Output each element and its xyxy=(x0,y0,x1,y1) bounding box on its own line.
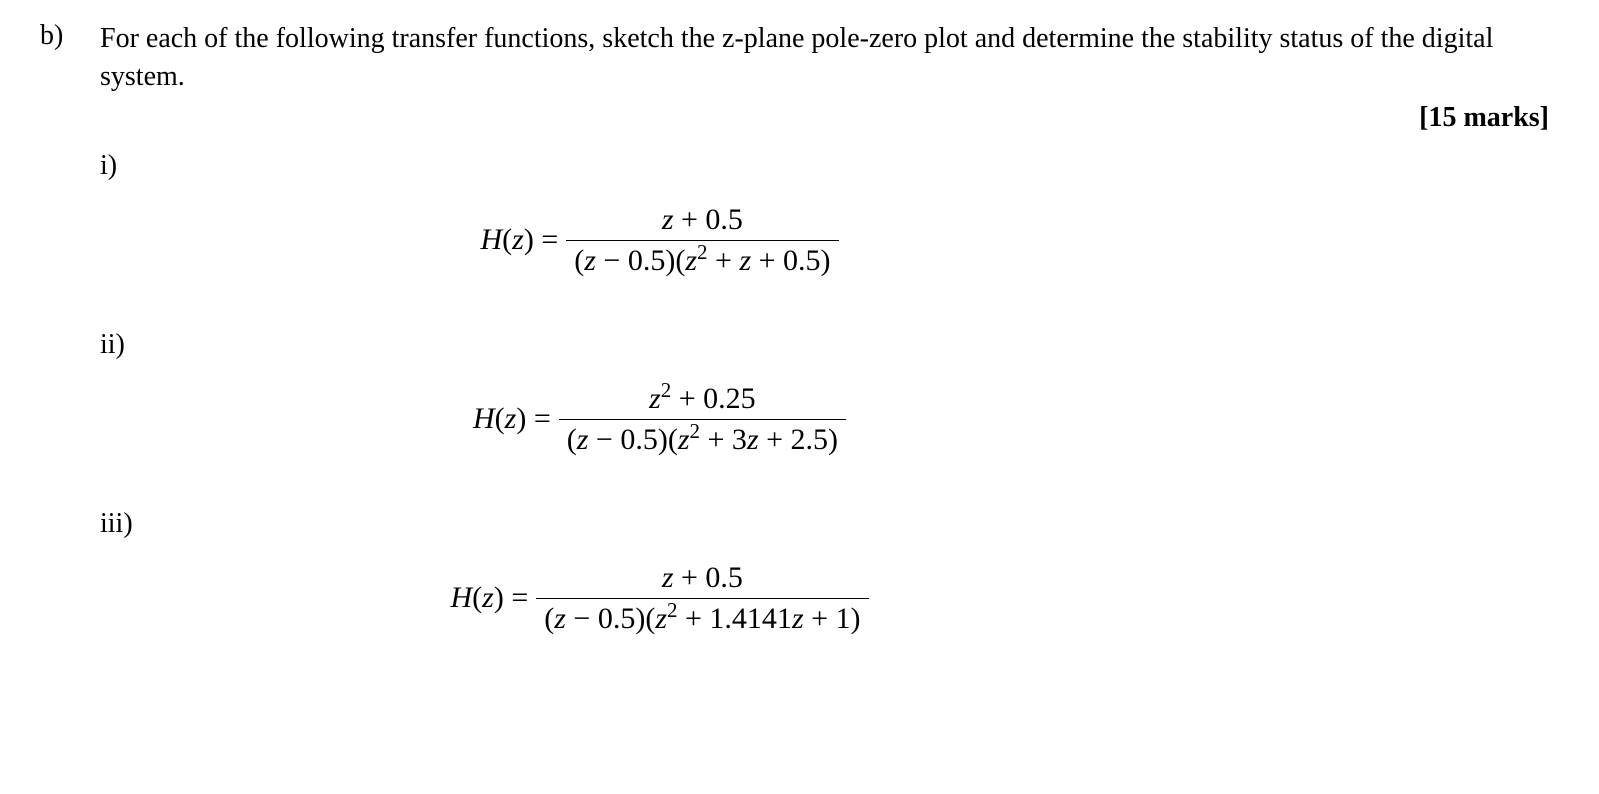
numerator: z + 0.5 xyxy=(654,560,751,598)
equation-i: H(z) = z + 0.5 (z − 0.5)(z2 + z + 0.5) xyxy=(40,202,1559,279)
subpart-label: i) xyxy=(40,150,140,182)
equation-lhs: H(z) = xyxy=(480,223,558,257)
subpart-label: iii) xyxy=(40,508,140,540)
equation-fraction: z + 0.5 (z − 0.5)(z2 + 1.4141z + 1) xyxy=(536,560,868,637)
numerator: z2 + 0.25 xyxy=(641,381,764,419)
equation-lhs: H(z) = xyxy=(450,581,528,615)
numerator: z + 0.5 xyxy=(654,202,751,240)
subpart-ii: ii) xyxy=(40,329,1559,361)
denominator: (z − 0.5)(z2 + 1.4141z + 1) xyxy=(536,598,868,637)
equation-fraction: z + 0.5 (z − 0.5)(z2 + z + 0.5) xyxy=(566,202,838,279)
denominator: (z − 0.5)(z2 + 3z + 2.5) xyxy=(559,419,846,458)
subpart-iii: iii) xyxy=(40,508,1559,540)
equation-iii: H(z) = z + 0.5 (z − 0.5)(z2 + 1.4141z + … xyxy=(40,560,1559,637)
question-label: b) xyxy=(40,20,100,52)
marks-label: [15 marks] xyxy=(40,102,1559,134)
equation-lhs: H(z) = xyxy=(473,402,551,436)
question-text: For each of the following transfer funct… xyxy=(100,20,1559,96)
subpart-label: ii) xyxy=(40,329,140,361)
equation-fraction: z2 + 0.25 (z − 0.5)(z2 + 3z + 2.5) xyxy=(559,381,846,458)
subpart-i: i) xyxy=(40,150,1559,182)
equation-ii: H(z) = z2 + 0.25 (z − 0.5)(z2 + 3z + 2.5… xyxy=(40,381,1559,458)
question-row: b) For each of the following transfer fu… xyxy=(40,20,1559,96)
denominator: (z − 0.5)(z2 + z + 0.5) xyxy=(566,240,838,279)
